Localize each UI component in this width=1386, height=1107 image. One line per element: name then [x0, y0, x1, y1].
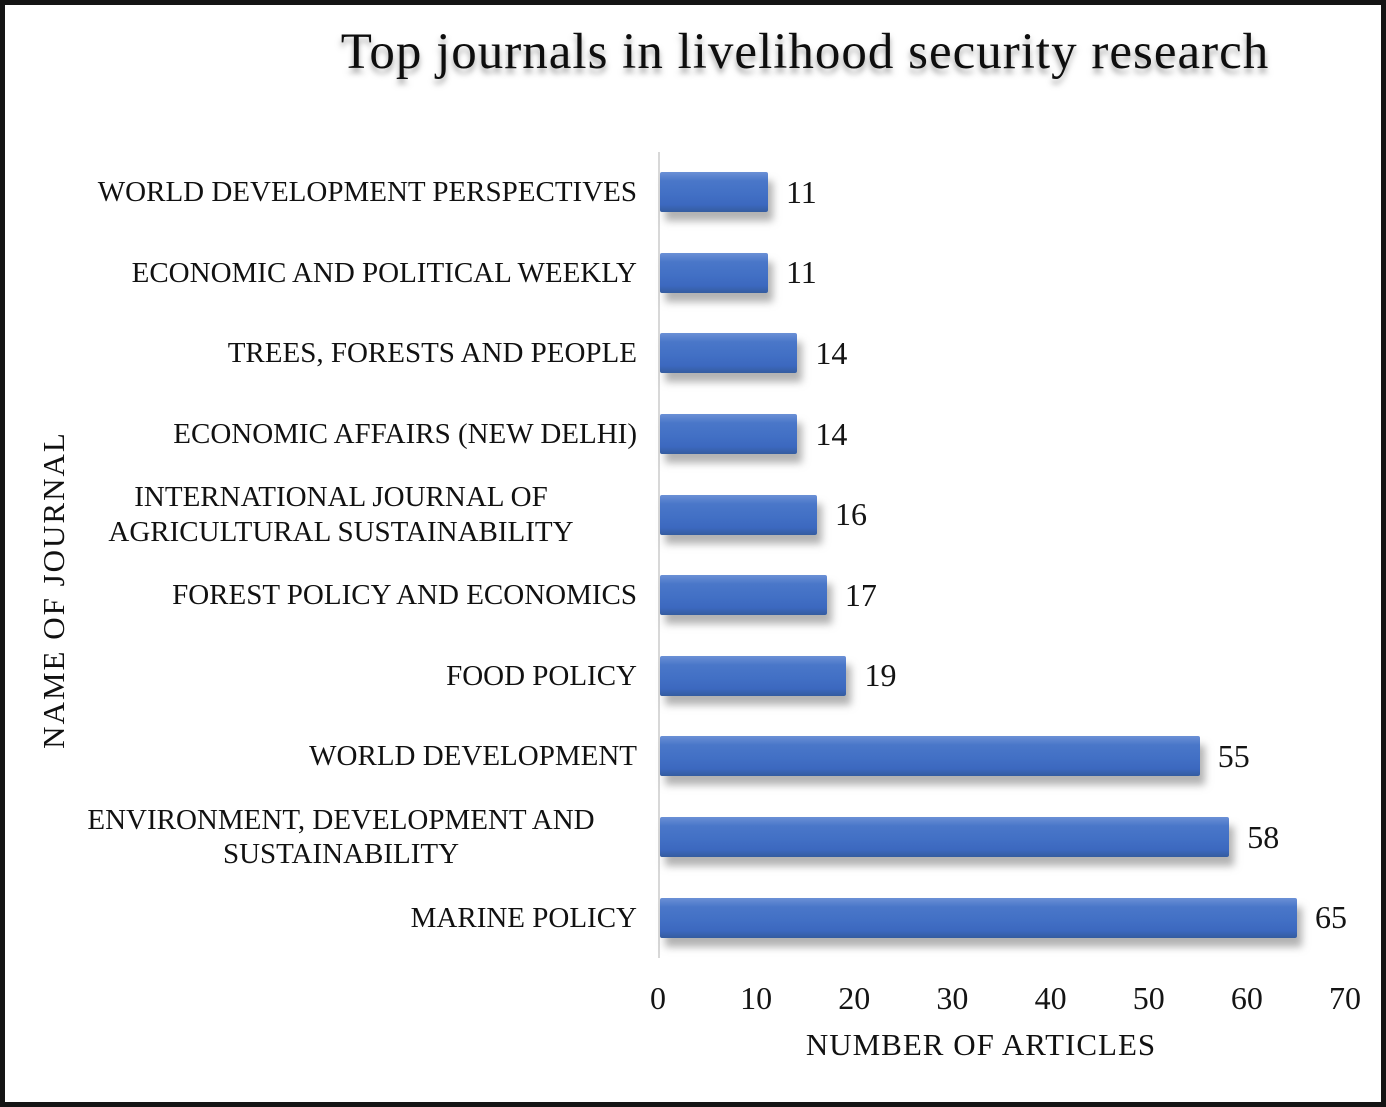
value-label: 17 — [844, 576, 877, 613]
x-tick-label: 40 — [1034, 980, 1067, 1016]
category-label: ENVIRONMENT, DEVELOPMENT AND SUSTAINABIL… — [87, 803, 595, 871]
value-label: 14 — [815, 334, 848, 371]
bar-row: 17 — [660, 555, 1347, 636]
value-label: 58 — [1247, 818, 1280, 855]
category-label: WORLD DEVELOPMENT — [309, 740, 637, 773]
value-label: 65 — [1315, 899, 1347, 936]
bar-row: 14 — [660, 313, 1347, 394]
category-axis-labels: WORLD DEVELOPMENT PERSPECTIVES ECONOMIC A… — [45, 152, 637, 958]
bar — [660, 575, 827, 616]
bar-row: 19 — [660, 636, 1347, 717]
value-label: 16 — [835, 496, 868, 533]
x-tick-label: 20 — [838, 980, 871, 1016]
x-tick-label: 60 — [1230, 980, 1263, 1016]
x-tick-label: 10 — [740, 980, 773, 1016]
x-tick-label: 50 — [1132, 980, 1165, 1016]
bar-row: 65 — [660, 877, 1347, 958]
bar-row: 11 — [660, 152, 1347, 233]
bar-row: 11 — [660, 233, 1347, 314]
category-label: INTERNATIONAL JOURNAL OF AGRICULTURAL SU… — [108, 481, 574, 548]
bar-row: 55 — [660, 716, 1347, 797]
category-label: ECONOMIC AFFAIRS (NEW DELHI) — [173, 417, 637, 450]
bar-row: 16 — [660, 474, 1347, 555]
bar — [660, 897, 1297, 938]
category-label: WORLD DEVELOPMENT PERSPECTIVES — [97, 176, 637, 209]
bar — [660, 655, 847, 696]
bar — [660, 736, 1200, 777]
chart-title: Top journals in livelihood security rese… — [340, 24, 1270, 80]
value-label: 19 — [864, 657, 897, 694]
x-tick-label: 70 — [1329, 980, 1361, 1016]
bar — [660, 494, 818, 535]
value-label: 55 — [1217, 737, 1250, 774]
x-axis-title: NUMBER OF ARTICLES — [805, 1027, 1157, 1062]
category-label: FOOD POLICY — [446, 659, 637, 692]
bar — [660, 252, 768, 293]
bar — [660, 333, 798, 374]
plot-area: 11 11 14 14 16 17 19 55 58 65 — [658, 152, 1347, 958]
x-axis-ticks: 0 10 20 30 40 50 60 70 — [650, 980, 1361, 1016]
value-label: 11 — [785, 254, 817, 291]
bar — [660, 172, 768, 213]
category-label: FOREST POLICY AND ECONOMICS — [172, 579, 637, 612]
bar — [660, 817, 1230, 858]
category-label: TREES, FORESTS AND PEOPLE — [227, 337, 637, 370]
bar-row: 14 — [660, 394, 1347, 475]
bar — [660, 414, 798, 455]
value-label: 11 — [785, 173, 817, 210]
category-label: ECONOMIC AND POLITICAL WEEKLY — [131, 256, 637, 289]
value-label: 14 — [815, 415, 848, 452]
x-tick-label: 30 — [936, 980, 969, 1016]
bar-row: 58 — [660, 797, 1347, 878]
x-tick-label: 0 — [650, 980, 666, 1016]
category-label: MARINE POLICY — [410, 901, 637, 934]
